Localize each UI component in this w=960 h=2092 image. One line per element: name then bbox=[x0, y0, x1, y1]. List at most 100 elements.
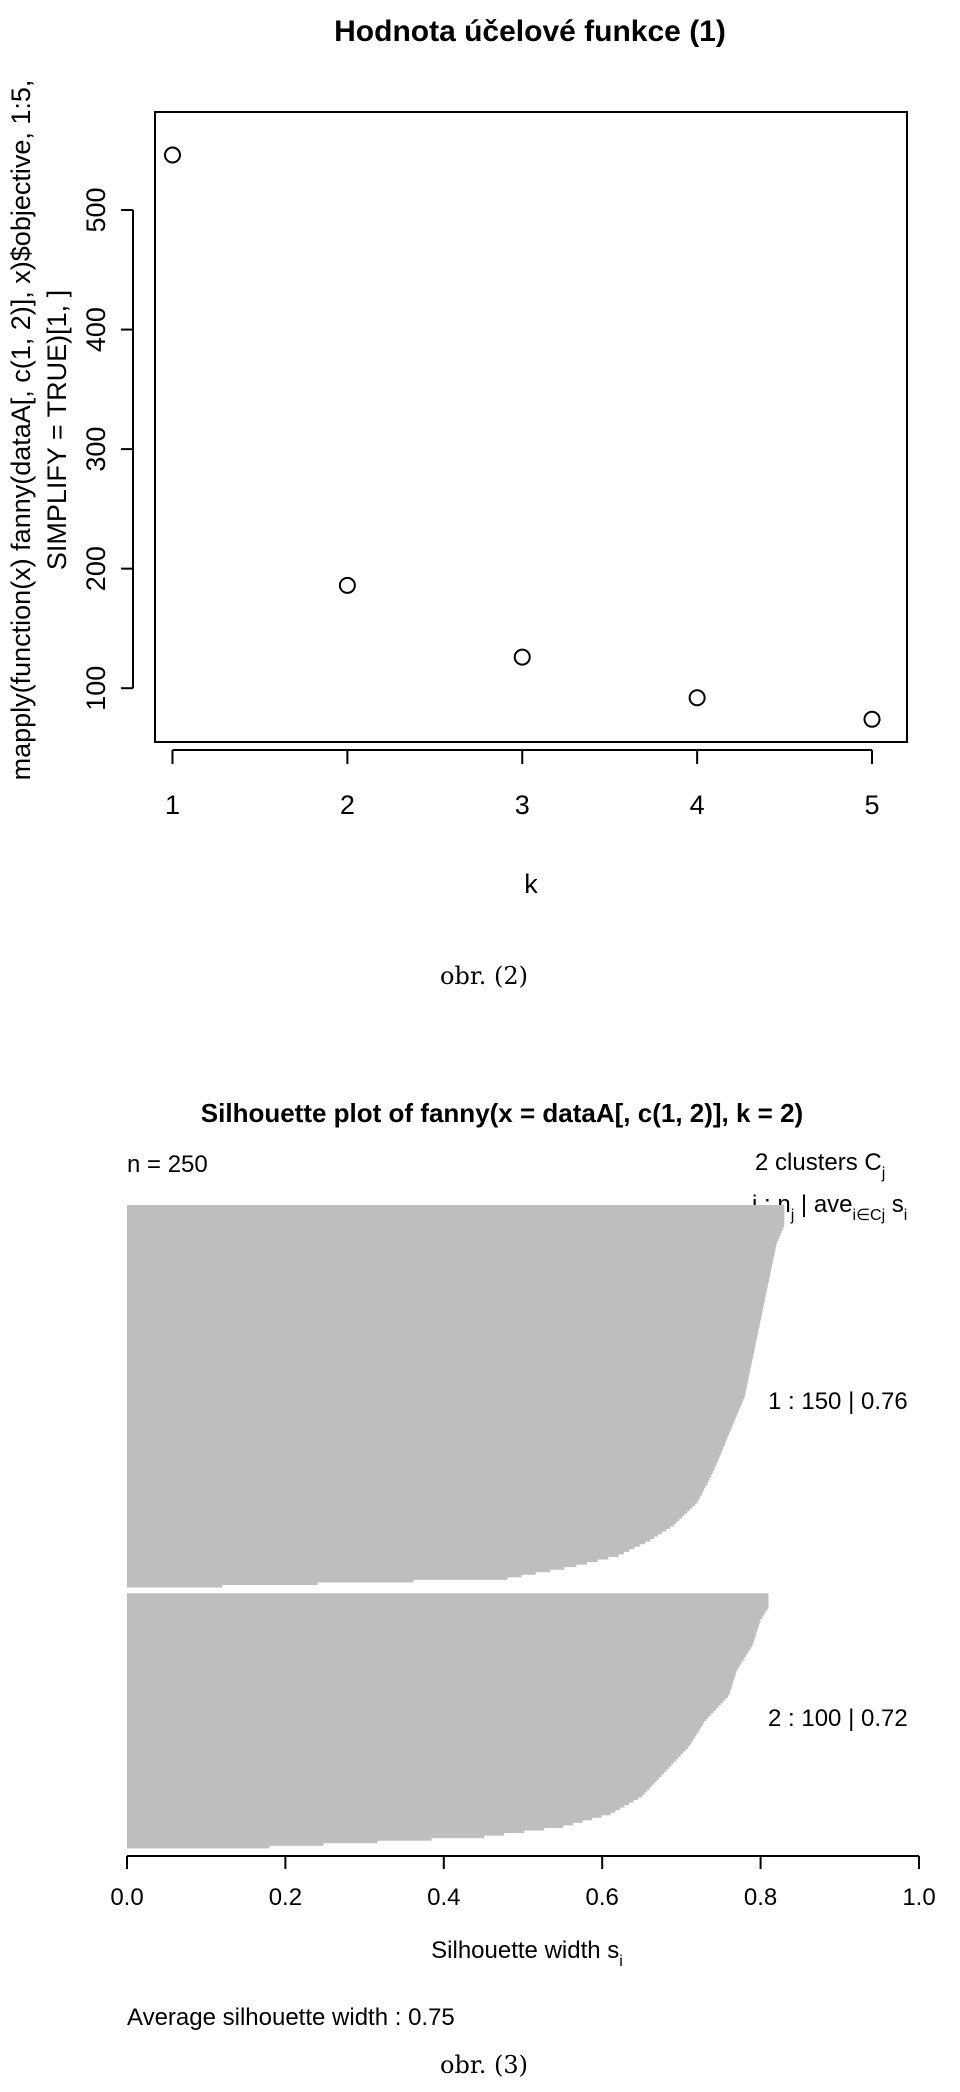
silhouette-bar-cluster-1 bbox=[127, 1258, 774, 1262]
silhouette-bar-cluster-1 bbox=[127, 1482, 707, 1486]
silhouette-bar-cluster-1 bbox=[127, 1454, 720, 1458]
silhouette-bar-cluster-1 bbox=[127, 1543, 640, 1547]
silhouette-bar-cluster-1 bbox=[127, 1380, 748, 1384]
silhouette-bar-cluster-1 bbox=[127, 1556, 609, 1560]
silhouette-bar-cluster-2 bbox=[127, 1735, 695, 1739]
chart1-y-tick-label: 300 bbox=[81, 427, 111, 472]
silhouette-bar-cluster-1 bbox=[127, 1334, 758, 1338]
silhouette-bar-cluster-1 bbox=[127, 1559, 598, 1563]
silhouette-bar-cluster-1 bbox=[127, 1477, 710, 1481]
silhouette-bar-cluster-2 bbox=[127, 1842, 324, 1846]
silhouette-bar-cluster-1 bbox=[127, 1531, 663, 1535]
silhouette-bar-cluster-1 bbox=[127, 1388, 747, 1392]
silhouette-bar-cluster-1 bbox=[127, 1350, 755, 1354]
silhouette-bar-cluster-1 bbox=[127, 1306, 764, 1310]
silhouette-bar-cluster-2 bbox=[127, 1786, 650, 1790]
silhouette-bar-cluster-2 bbox=[127, 1664, 740, 1668]
silhouette-bar-cluster-2 bbox=[127, 1600, 769, 1604]
silhouette-bar-cluster-1 bbox=[127, 1498, 699, 1501]
chart1-x-tick-label: 4 bbox=[690, 790, 705, 820]
silhouette-bar-cluster-2 bbox=[127, 1679, 734, 1683]
silhouette-bar-cluster-1 bbox=[127, 1299, 765, 1303]
silhouette-bar-cluster-2 bbox=[127, 1809, 616, 1813]
chart2-caption: obr. (3) bbox=[440, 2051, 528, 2079]
silhouette-bar-cluster-2 bbox=[127, 1605, 769, 1609]
chart2-n-label: n = 250 bbox=[127, 1151, 208, 1178]
silhouette-bar-cluster-1 bbox=[127, 1225, 784, 1229]
silhouette-bar-cluster-2 bbox=[127, 1598, 769, 1602]
chart2-x-axis: 0.0 0.2 0.4 0.6 0.8 1.0 bbox=[110, 1855, 936, 1911]
chart1-point bbox=[863, 710, 881, 728]
silhouette-bar-cluster-2 bbox=[127, 1779, 657, 1783]
silhouette-bar-cluster-1 bbox=[127, 1459, 718, 1463]
silhouette-bar-cluster-1 bbox=[127, 1352, 754, 1356]
silhouette-bar-cluster-1 bbox=[127, 1439, 727, 1443]
silhouette-bar-cluster-1 bbox=[127, 1235, 780, 1239]
silhouette-bar-cluster-1 bbox=[127, 1449, 722, 1453]
silhouette-bar-cluster-2 bbox=[127, 1756, 679, 1760]
chart1-y-tick-label: 400 bbox=[81, 307, 111, 352]
silhouette-bar-cluster-1 bbox=[127, 1577, 508, 1580]
silhouette-bar-cluster-2 bbox=[127, 1845, 270, 1849]
silhouette-bar-cluster-2 bbox=[127, 1611, 766, 1614]
silhouette-bar-cluster-2 bbox=[127, 1837, 432, 1841]
silhouette-bar-cluster-1 bbox=[127, 1487, 705, 1491]
silhouette-bar-cluster-2 bbox=[127, 1789, 648, 1793]
silhouette-bar-cluster-2 bbox=[127, 1740, 692, 1744]
chart1-x-axis: 1 2 3 4 5 bbox=[165, 749, 880, 820]
silhouette-bar-cluster-1 bbox=[127, 1322, 760, 1326]
chart2-x-tick-label: 0.0 bbox=[110, 1884, 143, 1911]
silhouette-bar-cluster-1 bbox=[127, 1526, 671, 1529]
silhouette-bar-cluster-2 bbox=[127, 1661, 742, 1665]
silhouette-bar-cluster-2 bbox=[127, 1639, 755, 1642]
silhouette-bar-cluster-2 bbox=[127, 1656, 745, 1660]
chart2-title: Silhouette plot of fanny(x = dataA[, c(1… bbox=[201, 1098, 803, 1128]
silhouette-bar-cluster-1 bbox=[127, 1452, 721, 1456]
silhouette-bar-cluster-1 bbox=[127, 1419, 735, 1422]
silhouette-bar-cluster-1 bbox=[127, 1289, 767, 1292]
silhouette-bar-cluster-2 bbox=[127, 1697, 726, 1701]
silhouette-bar-cluster-2 bbox=[127, 1636, 755, 1640]
silhouette-bar-cluster-1 bbox=[127, 1314, 762, 1318]
silhouette-bar-cluster-2 bbox=[127, 1748, 686, 1752]
silhouette-bar-cluster-1 bbox=[127, 1342, 756, 1346]
silhouette-bar-cluster-2 bbox=[127, 1840, 378, 1844]
silhouette-bar-cluster-2 bbox=[127, 1751, 684, 1755]
silhouette-bar-cluster-1 bbox=[127, 1268, 772, 1272]
silhouette-bar-cluster-1 bbox=[127, 1520, 677, 1524]
silhouette-bar-cluster-1 bbox=[127, 1564, 577, 1568]
silhouette-bar-cluster-2 bbox=[127, 1651, 748, 1655]
silhouette-bar-cluster-2 bbox=[127, 1628, 758, 1632]
silhouette-bar-cluster-1 bbox=[127, 1396, 745, 1399]
silhouette-bar-cluster-1 bbox=[127, 1431, 730, 1435]
silhouette-bar-cluster-2 bbox=[127, 1633, 756, 1637]
chart1-x-tick-label: 3 bbox=[515, 790, 530, 820]
silhouette-bar-cluster-2 bbox=[127, 1761, 674, 1765]
silhouette-bar-cluster-2 bbox=[127, 1776, 660, 1780]
silhouette-bar-cluster-1 bbox=[127, 1467, 715, 1471]
silhouette-bar-cluster-1 bbox=[127, 1271, 771, 1275]
silhouette-bar-cluster-1 bbox=[127, 1220, 785, 1224]
silhouette-bar-cluster-2 bbox=[127, 1794, 643, 1798]
silhouette-bar-cluster-1 bbox=[127, 1472, 713, 1476]
silhouette-bar-cluster-2 bbox=[127, 1700, 724, 1704]
silhouette-bar-cluster-1 bbox=[127, 1233, 781, 1236]
chart2-x-tick-label: 0.8 bbox=[744, 1884, 777, 1911]
silhouette-bar-cluster-1 bbox=[127, 1462, 717, 1466]
silhouette-bar-cluster-1 bbox=[127, 1319, 761, 1323]
silhouette-bar-cluster-1 bbox=[127, 1362, 752, 1366]
silhouette-bar-cluster-1 bbox=[127, 1253, 775, 1257]
silhouette-bar-cluster-1 bbox=[127, 1523, 674, 1527]
silhouette-bar-cluster-1 bbox=[127, 1240, 778, 1244]
silhouette-bar-cluster-1 bbox=[127, 1212, 785, 1216]
chart1-y-tick-label: 500 bbox=[81, 187, 111, 232]
silhouette-bar-cluster-1 bbox=[127, 1273, 771, 1277]
silhouette-bar-cluster-2 bbox=[127, 1797, 639, 1800]
silhouette-bar-cluster-2 bbox=[127, 1814, 602, 1818]
silhouette-bar-cluster-2 bbox=[127, 1771, 664, 1775]
silhouette-bar-cluster-2 bbox=[127, 1672, 736, 1676]
silhouette-bar-cluster-1 bbox=[127, 1536, 655, 1540]
objective-chart: Hodnota účelové funkce (1) 100 200 300 400 5… bbox=[6, 15, 908, 990]
silhouette-bar-cluster-1 bbox=[127, 1582, 318, 1586]
